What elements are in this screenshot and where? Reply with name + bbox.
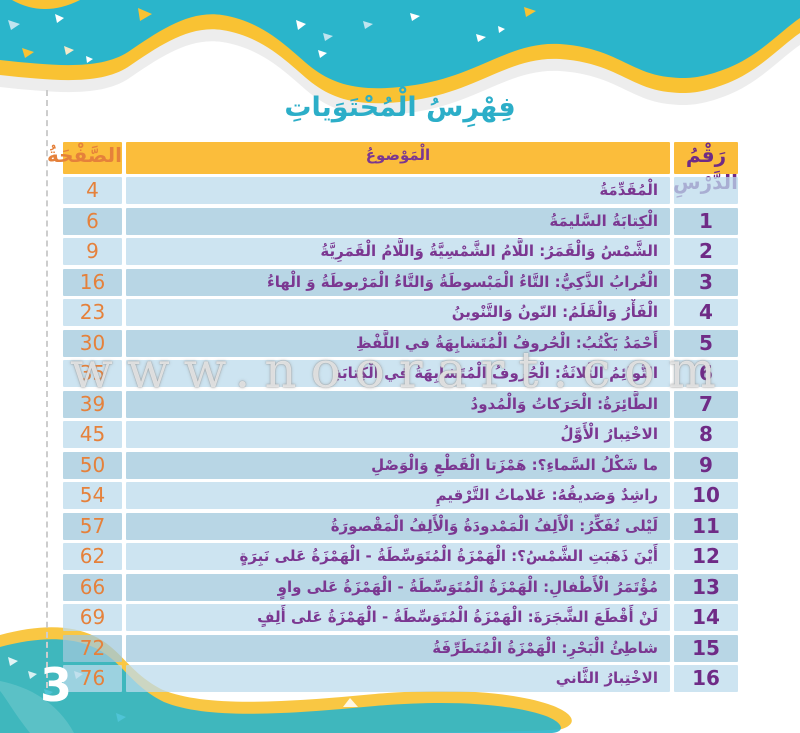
lesson-number-cell: 15	[674, 634, 738, 662]
topic-cell: الْفَأْرُ وَالْقَلَمُ: النّونُ وَالتَّنْ…	[126, 299, 670, 327]
table-row: 2 الشَّمْسُ وَالْقَمَرُ: اللَّامُ الشَّم…	[63, 238, 738, 266]
lesson-number-cell: 11	[674, 512, 738, 540]
lesson-number-cell: 4	[674, 299, 738, 327]
lesson-number-cell: 2	[674, 238, 738, 266]
page-number-cell: 76	[63, 665, 122, 693]
page-number-cell: 6	[63, 207, 122, 235]
table-row: 13 مُؤْتَمَرُ الْأَطْفالِ: الْهَمْزَةُ ا…	[63, 573, 738, 601]
topic-cell: شاطِئُ الْبَحْرِ: الْهَمْزَةُ الْمُتَطَر…	[126, 634, 670, 662]
topic-cell: التَّوائِمُ الثَّلاثَةُ: الْحُروفُ الْمُ…	[126, 360, 670, 388]
table-row: 10 راشِدٌ وَصَديقُهُ: عَلاماتُ التَّرْقي…	[63, 482, 738, 510]
page-number-cell: 62	[63, 543, 122, 571]
topic-cell: الشَّمْسُ وَالْقَمَرُ: اللَّامُ الشَّمْس…	[126, 238, 670, 266]
page-number-cell: 30	[63, 329, 122, 357]
page-number-cell: 4	[63, 177, 122, 205]
page-number-cell: 50	[63, 451, 122, 479]
lesson-number-cell: 13	[674, 573, 738, 601]
topic-cell: أَحْمَدُ يَكْتُبُ: الْحُروفُ الْمُتَشابِ…	[126, 329, 670, 357]
table-row: 11 لَيْلى تُفَكِّرُ: الْأَلِفُ الْمَمْدو…	[63, 512, 738, 540]
table-row: 1 الْكِتابَةُ السَّليمَةُ 6	[63, 207, 738, 235]
topic-cell: مُؤْتَمَرُ الْأَطْفالِ: الْهَمْزَةُ الْم…	[126, 573, 670, 601]
table-row: 5 أَحْمَدُ يَكْتُبُ: الْحُروفُ الْمُتَشا…	[63, 329, 738, 357]
table-body: الْمُقَدِّمَةُ 4 1 الْكِتابَةُ السَّليمَ…	[63, 177, 738, 693]
table-row: 7 الطَّائِرَةُ: الْحَرَكاتُ وَالْمُدودُ …	[63, 390, 738, 418]
page-number-cell: 57	[63, 512, 122, 540]
page-number-cell: 69	[63, 604, 122, 632]
topic-cell: لَنْ أَقْطَعَ الشَّجَرَةَ: الْهَمْزَةُ ا…	[126, 604, 670, 632]
page-number: 3	[40, 658, 73, 712]
topic-cell: راشِدٌ وَصَديقُهُ: عَلاماتُ التَّرْقيمِ	[126, 482, 670, 510]
lesson-number-cell: 6	[674, 360, 738, 388]
page-number-cell: 72	[63, 634, 122, 662]
header-page: الصَّفْحَةُ	[47, 142, 122, 174]
page-number-cell: 16	[63, 268, 122, 296]
lesson-number-cell: 3	[674, 268, 738, 296]
topic-cell: الاخْتِبارُ الثَّاني	[126, 665, 670, 693]
topic-cell: الطَّائِرَةُ: الْحَرَكاتُ وَالْمُدودُ	[126, 390, 670, 418]
confetti-triangles	[8, 7, 536, 63]
bottom-wave-decoration	[0, 627, 572, 733]
lesson-number-cell: 1	[674, 207, 738, 235]
page-number-cell: 54	[63, 482, 122, 510]
watermark-text: www.noorart.com	[70, 341, 730, 399]
binding-dashed-line	[46, 90, 48, 688]
table-row: 8 الاخْتِبارُ الْأَوَّلُ 45	[63, 421, 738, 449]
topic-cell: أَيْنَ ذَهَبَتِ الشَّمْسُ؟: الْهَمْزَةُ …	[126, 543, 670, 571]
table-row: 4 الْفَأْرُ وَالْقَلَمُ: النّونُ وَالتَّ…	[63, 299, 738, 327]
table-row: 3 الْغُرابُ الذَّكِيُّ: التَّاءُ الْمَبْ…	[63, 268, 738, 296]
header-lesson-number: رَقْمُ الدَّرْسِ	[673, 142, 738, 194]
page-number-cell: 23	[63, 299, 122, 327]
lesson-number-cell: 9	[674, 451, 738, 479]
table-row: 15 شاطِئُ الْبَحْرِ: الْهَمْزَةُ الْمُتَ…	[63, 634, 738, 662]
lesson-number-cell: 12	[674, 543, 738, 571]
lesson-number-cell: 7	[674, 390, 738, 418]
top-wave-decoration	[0, 0, 800, 116]
lesson-number-cell: 16	[674, 665, 738, 693]
header-topic: الْمَوْضوعُ	[126, 142, 670, 174]
table-header-row: رَقْمُ الدَّرْسِ الْمَوْضوعُ الصَّفْحَةُ	[47, 142, 738, 194]
topic-cell: لَيْلى تُفَكِّرُ: الْأَلِفُ الْمَمْدودَة…	[126, 512, 670, 540]
table-row: 12 أَيْنَ ذَهَبَتِ الشَّمْسُ؟: الْهَمْزَ…	[63, 543, 738, 571]
table-row: 6 التَّوائِمُ الثَّلاثَةُ: الْحُروفُ الْ…	[63, 360, 738, 388]
topic-cell: الْكِتابَةُ السَّليمَةُ	[126, 207, 670, 235]
topic-cell: الاخْتِبارُ الْأَوَّلُ	[126, 421, 670, 449]
page-number-cell: 39	[63, 390, 122, 418]
page-number-cell: 9	[63, 238, 122, 266]
topic-cell: الْمُقَدِّمَةُ	[126, 177, 670, 205]
lesson-number-cell: 10	[674, 482, 738, 510]
table-row: 14 لَنْ أَقْطَعَ الشَّجَرَةَ: الْهَمْزَة…	[63, 604, 738, 632]
lesson-number-cell	[674, 177, 738, 205]
table-row: الْمُقَدِّمَةُ 4	[63, 177, 738, 205]
page-title: فِهْرِسُ الْمُحْتَوَياتِ	[284, 92, 516, 123]
lesson-number-cell: 8	[674, 421, 738, 449]
page-number-cell: 35	[63, 360, 122, 388]
page-number-cell: 66	[63, 573, 122, 601]
contents-table: رَقْمُ الدَّرْسِ الْمَوْضوعُ الصَّفْحَةُ…	[47, 142, 738, 693]
table-row: 16 الاخْتِبارُ الثَّاني 76	[63, 665, 738, 693]
topic-cell: الْغُرابُ الذَّكِيُّ: التَّاءُ الْمَبْسو…	[126, 268, 670, 296]
corner-blob	[12, 0, 80, 9]
topic-cell: ما شَكْلُ السَّماءِ؟: هَمْزَتا الْقَطْعِ…	[126, 451, 670, 479]
lesson-number-cell: 14	[674, 604, 738, 632]
page-number-cell: 45	[63, 421, 122, 449]
table-row: 9 ما شَكْلُ السَّماءِ؟: هَمْزَتا الْقَطْ…	[63, 451, 738, 479]
lesson-number-cell: 5	[674, 329, 738, 357]
